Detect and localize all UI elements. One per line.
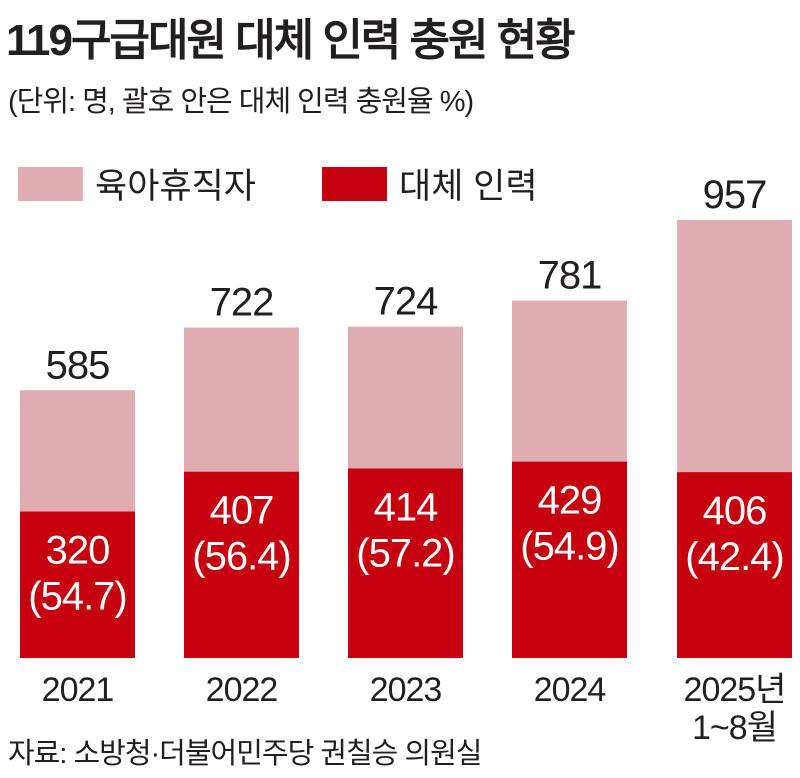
x-tick-label: 2023 [370, 671, 442, 709]
rate-label: (54.9) [520, 525, 619, 569]
bar-replacement-2025년 [677, 472, 792, 658]
rate-label: (42.4) [685, 535, 784, 579]
x-tick-label: 2025년 [684, 671, 786, 709]
bar-replacement-2022 [184, 471, 299, 658]
x-tick-label: 2024 [534, 671, 606, 709]
chart-title: 119구급대원 대체 인력 충원 현황 [6, 16, 576, 65]
legend-item-total: 육아휴직자 [18, 158, 256, 209]
x-tick-label: 2022 [206, 671, 278, 709]
chart-subtitle: (단위: 명, 괄호 안은 대체 인력 충원율 %) [8, 86, 474, 118]
x-tick-label: 1~8월 [692, 709, 777, 747]
rate-label: (57.2) [356, 532, 455, 576]
total-value-label: 781 [538, 254, 602, 298]
replacement-value-label: 407 [210, 489, 274, 533]
replacement-value-label: 429 [538, 479, 602, 523]
bar-replacement-2021 [20, 511, 135, 658]
legend-label-total: 육아휴직자 [95, 167, 257, 206]
bar-replacement-2023 [348, 468, 463, 658]
legend-swatch-total [18, 166, 83, 201]
rate-label: (54.7) [28, 575, 127, 619]
total-value-label: 957 [703, 173, 767, 217]
source-note: 자료: 소방청·더불어민주당 권칠승 의원실 [8, 738, 482, 770]
replacement-value-label: 406 [703, 489, 767, 533]
total-value-label: 722 [210, 281, 274, 325]
replacement-value-label: 320 [46, 529, 110, 573]
total-value-label: 585 [46, 343, 110, 387]
x-tick-label: 2021 [42, 671, 114, 709]
legend-item-replacement: 대체 인력 [322, 158, 538, 209]
total-value-label: 724 [374, 280, 438, 324]
bar-replacement-2024 [512, 461, 627, 658]
rate-label: (56.4) [192, 535, 291, 579]
legend-swatch-replacement [322, 166, 387, 201]
replacement-value-label: 414 [374, 486, 438, 530]
legend-label-replacement: 대체 인력 [399, 167, 538, 206]
